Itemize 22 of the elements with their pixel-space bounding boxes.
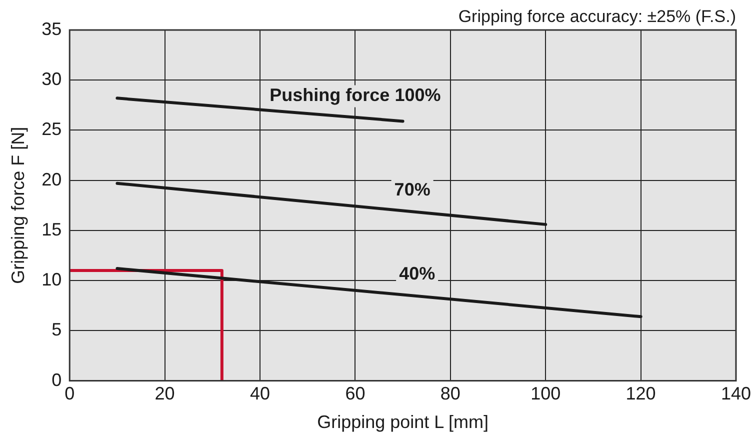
x-axis-title: Gripping point L [mm]	[317, 412, 489, 432]
x-tick-label: 100	[530, 384, 561, 404]
x-tick-label: 40	[250, 384, 270, 404]
annotation: Pushing force 100%	[270, 85, 441, 106]
text: Gripping force accuracy: ±25% (F.S.)	[458, 7, 736, 26]
y-tick-label: 30	[42, 69, 62, 90]
annotation: 70%	[394, 179, 430, 200]
x-tick-label: 20	[154, 384, 175, 404]
x-tick-label: 0	[64, 384, 75, 404]
x-tick-label: 120	[626, 384, 656, 404]
x-tick-label: 140	[720, 384, 752, 404]
y-axis-title: Gripping force F [N]	[8, 126, 28, 284]
y-tick-label: 0	[52, 370, 62, 390]
x-tick-label: 60	[345, 384, 366, 404]
x-tick-label: 80	[440, 384, 460, 404]
y-tick-label: 5	[52, 320, 62, 340]
y-tick-label: 15	[42, 219, 62, 240]
y-tick-label: 35	[42, 18, 62, 39]
y-tick-label: 25	[42, 119, 62, 140]
annotation: 40%	[399, 264, 436, 284]
y-tick-label: 20	[42, 169, 62, 190]
y-tick-label: 10	[42, 270, 62, 290]
